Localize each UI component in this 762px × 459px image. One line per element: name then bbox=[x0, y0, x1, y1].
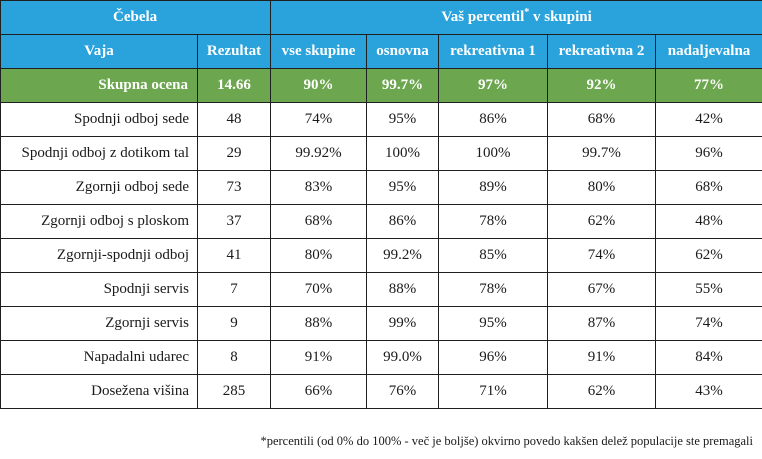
percentile-cell: 100% bbox=[366, 136, 440, 171]
table-row: Spodnji odboj z dotikom tal 29 99.92% 100% 1… bbox=[0, 136, 762, 171]
exercise-result: 7 bbox=[196, 272, 272, 307]
exercise-name: Zgornji-spodnji odboj bbox=[0, 238, 198, 273]
percentile-cell: 86% bbox=[438, 102, 549, 137]
table-row: Zgornji odboj s ploskom 37 68% 86% 78% 62% 48% bbox=[0, 204, 762, 239]
header-row-top: Čebela Vaš percentil* v skupini bbox=[0, 0, 762, 35]
percentile-cell: 80% bbox=[547, 170, 657, 205]
exercise-name: Dosežena višina bbox=[0, 374, 198, 409]
percentile-cell: 62% bbox=[655, 238, 762, 273]
percentile-cell: 95% bbox=[366, 170, 440, 205]
percentile-cell: 55% bbox=[655, 272, 762, 307]
percentile-cell: 74% bbox=[547, 238, 657, 273]
results-table: Čebela Vaš percentil* v skupini Vaja Rez… bbox=[0, 0, 762, 409]
percentile-cell: 68% bbox=[655, 170, 762, 205]
percentile-cell: 96% bbox=[655, 136, 762, 171]
percentile-cell: 84% bbox=[655, 340, 762, 375]
summary-percentile: 92% bbox=[547, 68, 657, 103]
percentile-cell: 62% bbox=[547, 374, 657, 409]
percentile-cell: 43% bbox=[655, 374, 762, 409]
percentile-cell: 48% bbox=[655, 204, 762, 239]
group-name-header: Čebela bbox=[0, 0, 272, 35]
column-header-result: Rezultat bbox=[196, 34, 272, 69]
summary-percentile: 90% bbox=[270, 68, 368, 103]
table-row: Dosežena višina 285 66% 76% 71% 62% 43% bbox=[0, 374, 762, 409]
exercise-result: 48 bbox=[196, 102, 272, 137]
percentile-title: Vaš percentil bbox=[441, 9, 525, 25]
percentile-cell: 68% bbox=[547, 102, 657, 137]
percentile-cell: 42% bbox=[655, 102, 762, 137]
exercise-name: Spodnji servis bbox=[0, 272, 198, 307]
exercise-result: 29 bbox=[196, 136, 272, 171]
percentile-cell: 83% bbox=[270, 170, 368, 205]
percentile-cell: 76% bbox=[366, 374, 440, 409]
summary-result: 14.66 bbox=[196, 68, 272, 103]
exercise-name: Zgornji odboj sede bbox=[0, 170, 198, 205]
percentile-cell: 80% bbox=[270, 238, 368, 273]
exercise-result: 8 bbox=[196, 340, 272, 375]
percentile-cell: 74% bbox=[655, 306, 762, 341]
percentile-cell: 91% bbox=[547, 340, 657, 375]
percentile-header: Vaš percentil* v skupini bbox=[270, 0, 762, 35]
column-header-exercise: Vaja bbox=[0, 34, 198, 69]
percentile-cell: 100% bbox=[438, 136, 549, 171]
percentile-cell: 95% bbox=[438, 306, 549, 341]
percentile-cell: 85% bbox=[438, 238, 549, 273]
percentile-cell: 96% bbox=[438, 340, 549, 375]
percentile-cell: 62% bbox=[547, 204, 657, 239]
percentile-cell: 86% bbox=[366, 204, 440, 239]
percentile-cell: 71% bbox=[438, 374, 549, 409]
percentile-cell: 66% bbox=[270, 374, 368, 409]
percentile-cell: 67% bbox=[547, 272, 657, 307]
exercise-result: 73 bbox=[196, 170, 272, 205]
percentile-cell: 89% bbox=[438, 170, 549, 205]
exercise-name: Zgornji servis bbox=[0, 306, 198, 341]
percentile-cell: 99.7% bbox=[547, 136, 657, 171]
summary-percentile: 99.7% bbox=[366, 68, 440, 103]
summary-label: Skupna ocena bbox=[0, 68, 198, 103]
percentile-cell: 99% bbox=[366, 306, 440, 341]
footnote: *percentili (od 0% do 100% - več je bolj… bbox=[260, 434, 753, 448]
table-row: Zgornji servis 9 88% 99% 95% 87% 74% bbox=[0, 306, 762, 341]
table-row: Spodnji servis 7 70% 88% 78% 67% 55% bbox=[0, 272, 762, 307]
exercise-name: Napadalni udarec bbox=[0, 340, 198, 375]
percentile-cell: 99.0% bbox=[366, 340, 440, 375]
percentile-star: * bbox=[524, 7, 530, 18]
percentile-suffix: v skupini bbox=[529, 9, 592, 25]
exercise-result: 41 bbox=[196, 238, 272, 273]
summary-percentile: 97% bbox=[438, 68, 549, 103]
exercise-name: Spodnji odboj sede bbox=[0, 102, 198, 137]
column-header-all-groups: vse skupine bbox=[270, 34, 368, 69]
column-header-recreational-2: rekreativna 2 bbox=[547, 34, 657, 69]
table-row: Napadalni udarec 8 91% 99.0% 96% 91% 84% bbox=[0, 340, 762, 375]
percentile-cell: 99.92% bbox=[270, 136, 368, 171]
exercise-name: Spodnji odboj z dotikom tal bbox=[0, 136, 198, 171]
percentile-cell: 99.2% bbox=[366, 238, 440, 273]
percentile-cell: 70% bbox=[270, 272, 368, 307]
exercise-name: Zgornji odboj s ploskom bbox=[0, 204, 198, 239]
percentile-cell: 88% bbox=[270, 306, 368, 341]
percentile-cell: 68% bbox=[270, 204, 368, 239]
table-row: Spodnji odboj sede 48 74% 95% 86% 68% 42% bbox=[0, 102, 762, 137]
header-row-columns: Vaja Rezultat vse skupine osnovna rekrea… bbox=[0, 34, 762, 69]
column-header-basic: osnovna bbox=[366, 34, 440, 69]
exercise-result: 9 bbox=[196, 306, 272, 341]
exercise-result: 37 bbox=[196, 204, 272, 239]
column-header-recreational-1: rekreativna 1 bbox=[438, 34, 549, 69]
column-header-advanced: nadaljevalna bbox=[655, 34, 762, 69]
percentile-cell: 87% bbox=[547, 306, 657, 341]
percentile-cell: 88% bbox=[366, 272, 440, 307]
percentile-cell: 78% bbox=[438, 204, 549, 239]
summary-row: Skupna ocena 14.66 90% 99.7% 97% 92% 77% bbox=[0, 68, 762, 103]
table-row: Zgornji-spodnji odboj 41 80% 99.2% 85% 74% 62% bbox=[0, 238, 762, 273]
percentile-cell: 95% bbox=[366, 102, 440, 137]
percentile-cell: 78% bbox=[438, 272, 549, 307]
table-row: Zgornji odboj sede 73 83% 95% 89% 80% 68% bbox=[0, 170, 762, 205]
percentile-cell: 91% bbox=[270, 340, 368, 375]
summary-percentile: 77% bbox=[655, 68, 762, 103]
percentile-cell: 74% bbox=[270, 102, 368, 137]
exercise-result: 285 bbox=[196, 374, 272, 409]
